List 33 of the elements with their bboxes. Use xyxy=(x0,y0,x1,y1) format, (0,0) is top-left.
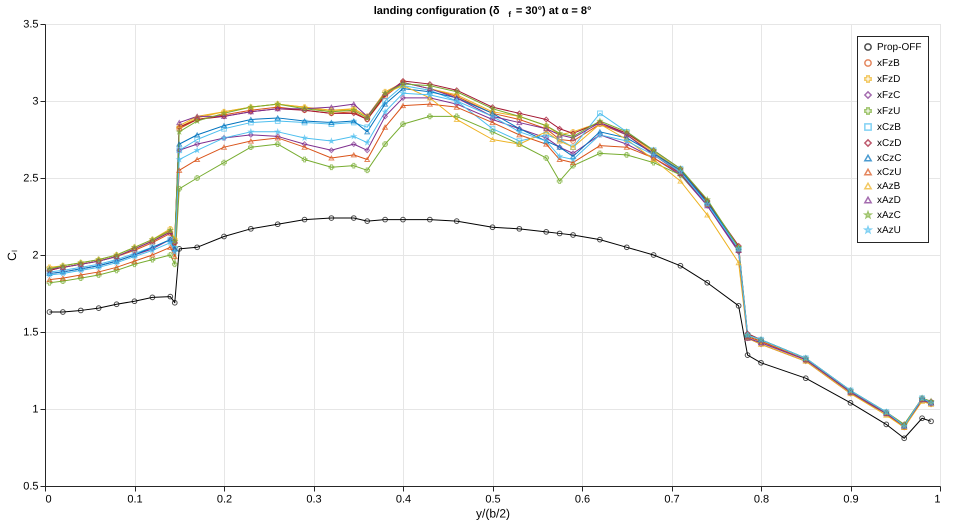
legend-label: xFzC xyxy=(877,90,900,101)
x-tick-label: 0.8 xyxy=(754,494,770,506)
x-tick-label: 0.9 xyxy=(843,494,859,506)
y-axis-title: Cₗ xyxy=(5,250,20,261)
y-tick-label: 1.5 xyxy=(23,326,38,338)
legend-label: xFzD xyxy=(877,74,900,85)
x-tick-label: 0.5 xyxy=(485,494,501,506)
legend-label: Prop-OFF xyxy=(877,42,922,53)
y-tick-label: 3.5 xyxy=(23,18,38,30)
x-tick-label: 0.1 xyxy=(127,494,143,506)
legend-label: xCzC xyxy=(877,153,902,164)
legend-label: xCzD xyxy=(877,138,902,149)
legend-label: xCzU xyxy=(877,167,902,178)
x-axis-title: y/(b/2) xyxy=(476,506,510,520)
legend-label: xAzB xyxy=(877,181,901,192)
x-tick-label: 0.7 xyxy=(664,494,680,506)
legend-label: xCzB xyxy=(877,122,902,133)
x-tick-label: 0.2 xyxy=(216,494,232,506)
x-tick-label: 0.4 xyxy=(396,494,412,506)
y-tick-label: 3 xyxy=(32,96,38,108)
legend-label: xAzC xyxy=(877,210,901,221)
x-tick-label: 1 xyxy=(934,494,940,506)
y-tick-label: 1 xyxy=(32,404,38,416)
y-tick-label: 2.5 xyxy=(23,172,38,184)
y-tick-label: 2 xyxy=(32,250,38,262)
x-tick-label: 0.6 xyxy=(574,494,590,506)
legend-label: xFzB xyxy=(877,58,900,69)
x-tick-label: 0.3 xyxy=(306,494,322,506)
legend-label: xAzD xyxy=(877,195,901,206)
x-tick-label: 0 xyxy=(46,494,52,506)
y-tick-label: 0.5 xyxy=(23,480,38,492)
legend-label: xAzU xyxy=(877,225,901,236)
legend-label: xFzU xyxy=(877,106,900,117)
